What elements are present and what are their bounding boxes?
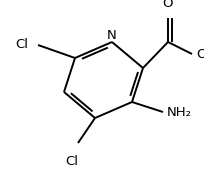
- Text: O: O: [162, 0, 172, 10]
- Text: NH₂: NH₂: [166, 106, 191, 119]
- Text: N: N: [107, 29, 116, 42]
- Text: Cl: Cl: [65, 155, 78, 168]
- Text: Cl: Cl: [15, 38, 28, 51]
- Text: OH: OH: [195, 48, 204, 62]
